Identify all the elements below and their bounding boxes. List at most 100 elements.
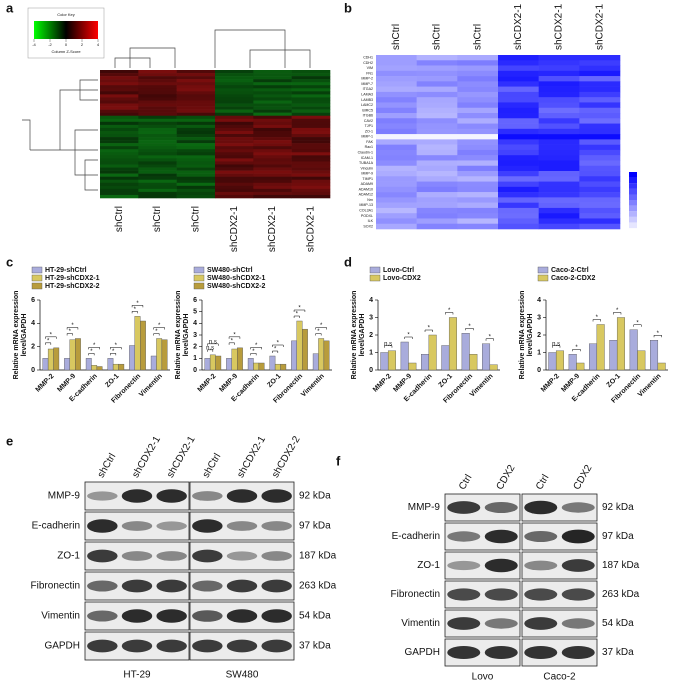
heatmap-cell [215,109,254,113]
x-tick-label: ZO-1 [438,373,454,389]
legend-swatch [31,266,43,274]
heatmap-cell [376,55,417,61]
bar [291,340,297,371]
y-tick-label: 3 [369,314,373,321]
heatmap-cell [138,152,177,156]
heatmap-cell [538,65,580,72]
heatmap-cell [215,173,254,177]
y-tick-label: 4 [31,320,35,327]
heatmap-cell [416,160,458,167]
blot-band [524,588,558,601]
heatmap-cell [457,97,499,103]
heatmap-cell [498,202,539,209]
heatmap-cell [291,100,331,104]
heatmap-cell [176,140,216,144]
heatmap-cell [138,103,177,107]
bar [215,355,222,371]
significance-label: n.s [384,341,392,347]
significance-label: * [231,338,234,344]
row-dendrogram [22,79,98,191]
blot-band [87,519,118,533]
legend-swatch [193,282,205,290]
significance-label: * [158,323,161,329]
heatmap-cell [291,182,331,187]
bar [657,362,666,371]
heatmap-cell [538,123,580,130]
heatmap-column-label: shCDX2-1 [267,206,278,253]
heatmap-cell [457,213,499,219]
heatmap-column-label: shCtrl [152,206,163,232]
heatmap-cell [176,167,216,171]
heatmap-cell [253,112,292,117]
heatmap-cell [538,91,580,98]
heatmap-cell [253,121,292,126]
y-axis-label: Relative mRNA expression [13,291,20,380]
heatmap-cell [498,81,539,87]
color-key-label: Column Z-Score [51,49,81,54]
bar [269,355,276,371]
heatmap-cell [579,197,621,203]
heatmap-cell [215,106,254,110]
heatmap-cell [538,223,580,230]
heatmap-cell [457,76,499,82]
heatmap-cell [416,102,458,109]
heatmap-cell [579,60,621,66]
heatmap-cell [291,155,331,159]
heatmap-cell [291,118,331,123]
heatmap-cell [253,97,292,101]
heatmap-cell [457,123,499,130]
heatmap-cell [579,55,621,61]
blot-band [87,580,118,592]
protein-label: ZO-1 [417,560,440,571]
significance-label: * [298,306,301,312]
blot-band [561,502,595,513]
heatmap-cell [215,146,254,150]
heatmap-row-label: ADAM12 [359,193,373,197]
blot-band [121,521,153,531]
heatmap-cell [457,86,499,93]
heatmap-cell [579,181,621,188]
heatmap-cell [176,152,216,156]
heatmap-cell [416,155,458,161]
heatmap-cell [100,73,139,77]
significance-label: * [468,324,471,330]
legend-label: Caco-2-CDX2 [551,275,595,282]
heatmap-cell [215,134,254,138]
heatmap-cell [376,165,417,172]
heatmap-cell [291,130,331,135]
heatmap-cell [138,134,177,138]
heatmap-cell [498,134,539,140]
y-tick-label: 1 [369,349,373,356]
scale-bar-cell [629,172,637,178]
heatmap-row-label: MMP-2 [361,77,373,81]
heatmap-cell [253,115,292,120]
blot-band [261,639,292,653]
bar [237,347,243,371]
significance-label: * [657,331,660,337]
heatmap-cell [579,86,621,93]
lane-label: shCDX2-2 [270,434,303,480]
scale-bar-cell [629,194,637,201]
significance-label: * [575,345,578,351]
legend-label: Lovo-CDX2 [383,275,421,282]
heatmap-cell [176,109,216,113]
heatmap-cell [579,202,621,209]
significance-label: * [136,301,139,307]
heatmap-cell [376,76,417,82]
heatmap-cell [416,128,458,135]
heatmap-cell [376,123,417,130]
heatmap-cell [538,144,580,151]
heatmap-cell [176,155,216,159]
significance-bracket [404,336,413,339]
bar [489,364,498,371]
lane-label: Ctrl [534,473,551,492]
heatmap-cell [376,97,417,103]
significance-bracket [131,305,144,308]
size-label: 54 kDa [299,611,331,622]
legend-label: HT-29-shCDX2-1 [45,275,100,282]
heatmap-cell [376,128,417,135]
significance-bracket [315,327,327,330]
bar [69,339,76,371]
heatmap-cell [215,176,254,181]
heatmap-cell [579,155,621,161]
